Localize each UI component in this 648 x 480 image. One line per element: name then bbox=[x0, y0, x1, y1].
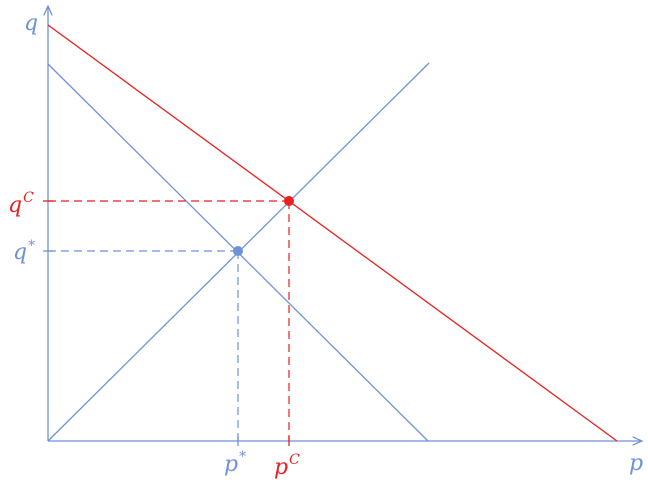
p-star-label: p* bbox=[224, 449, 246, 477]
shifted-demand-curve bbox=[47, 24, 618, 442]
p-axis-label: p bbox=[629, 451, 643, 476]
q-c-label: qC bbox=[8, 190, 34, 218]
q-star-label: q* bbox=[13, 238, 35, 265]
equilibrium-point bbox=[233, 246, 243, 256]
p-c-label: pC bbox=[274, 452, 300, 480]
q-axis-label: q bbox=[24, 11, 38, 36]
shifted-equilibrium-point bbox=[284, 196, 294, 206]
